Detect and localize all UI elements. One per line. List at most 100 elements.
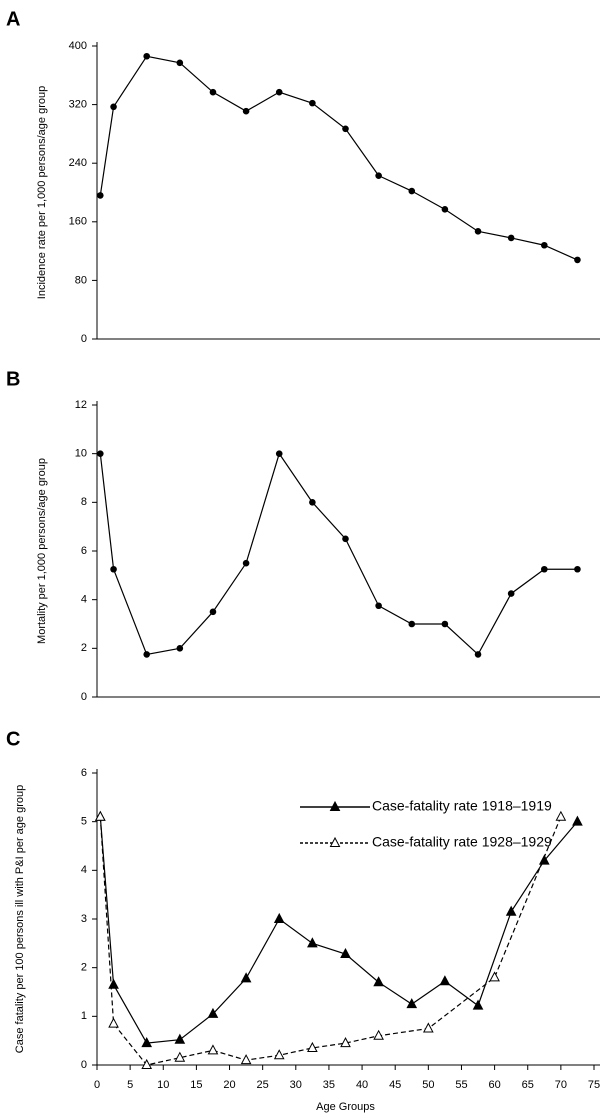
point	[174, 1033, 186, 1044]
legend-label: Case-fatality rate 1918–1919	[372, 798, 552, 814]
y-axis-label: Case fatality per 100 persons ill with P…	[14, 785, 26, 1053]
y-tick-label: 5	[81, 816, 87, 828]
point	[207, 1044, 219, 1055]
legend-marker	[329, 800, 341, 811]
point	[441, 620, 449, 628]
point	[541, 565, 548, 573]
point	[572, 815, 583, 826]
x-axis-label: Age Groups	[316, 1101, 375, 1113]
point	[273, 1049, 285, 1060]
x-tick-label: 40	[356, 1079, 368, 1091]
point	[555, 810, 567, 821]
x-tick-label: 60	[488, 1079, 500, 1091]
x-tick-label: 45	[389, 1079, 401, 1091]
point	[375, 172, 382, 179]
point	[207, 1007, 219, 1018]
x-tick-label: 55	[455, 1079, 467, 1091]
point	[541, 241, 548, 249]
point	[340, 947, 351, 959]
point	[242, 107, 250, 115]
series-line	[99, 452, 578, 656]
panel-label: C	[6, 728, 20, 750]
point	[143, 651, 150, 658]
point	[574, 565, 581, 573]
point	[174, 1051, 186, 1062]
panel-label: B	[6, 368, 20, 390]
y-tick-label: 0	[81, 691, 87, 703]
series-line	[99, 816, 562, 1066]
point	[94, 810, 106, 821]
point	[474, 228, 482, 235]
x-tick-label: 5	[127, 1079, 133, 1091]
y-tick-label: 240	[69, 157, 87, 169]
point	[275, 450, 283, 457]
point	[176, 645, 184, 652]
point	[143, 52, 150, 60]
x-tick-label: 15	[190, 1079, 202, 1091]
point	[242, 559, 250, 567]
point	[441, 206, 449, 213]
panel-label: A	[6, 8, 20, 30]
point	[340, 1037, 351, 1048]
x-tick-label: 0	[94, 1079, 100, 1091]
point	[141, 1058, 153, 1069]
series-line	[99, 55, 578, 261]
point	[110, 565, 117, 573]
y-tick-label: 0	[81, 1059, 87, 1071]
point	[309, 99, 316, 107]
point	[439, 975, 451, 986]
y-axis-label: Mortality per 1,000 persons/age group	[36, 458, 48, 644]
point	[97, 192, 104, 199]
y-tick-label: 8	[81, 496, 87, 508]
x-tick-label: 70	[555, 1079, 567, 1091]
point	[273, 912, 285, 923]
point	[209, 608, 217, 616]
point	[307, 937, 318, 948]
point	[275, 88, 283, 96]
point	[309, 499, 316, 506]
point	[342, 535, 349, 543]
point	[240, 1054, 252, 1065]
point	[375, 602, 382, 610]
y-tick-label: 320	[69, 99, 87, 111]
point	[406, 998, 418, 1009]
x-tick-label: 50	[422, 1079, 434, 1091]
x-tick-label: 20	[223, 1079, 235, 1091]
y-tick-label: 6	[81, 545, 87, 557]
point	[141, 1037, 153, 1048]
point	[97, 450, 104, 457]
legend-marker	[329, 836, 341, 847]
y-tick-label: 4	[81, 864, 87, 876]
series-line	[99, 816, 578, 1044]
point	[489, 971, 500, 982]
x-tick-label: 35	[323, 1079, 335, 1091]
point	[507, 590, 515, 597]
y-tick-label: 160	[69, 216, 87, 228]
x-tick-label: 10	[157, 1079, 169, 1091]
x-tick-label: 30	[290, 1079, 302, 1091]
legend-label: Case-fatality rate 1928–1929	[372, 834, 552, 850]
y-tick-label: 4	[81, 594, 87, 606]
y-tick-label: 6	[81, 767, 87, 779]
point	[342, 125, 349, 133]
point	[574, 256, 581, 264]
point	[472, 999, 484, 1010]
point	[373, 976, 384, 987]
y-tick-label: 80	[75, 274, 87, 286]
point	[307, 1041, 318, 1052]
point	[507, 234, 515, 242]
y-tick-label: 0	[81, 333, 87, 345]
point	[176, 59, 184, 67]
y-tick-label: 12	[75, 399, 87, 411]
y-tick-label: 1	[81, 1010, 87, 1022]
point	[408, 620, 416, 628]
x-tick-label: 65	[522, 1079, 534, 1091]
point	[423, 1022, 434, 1033]
x-tick-label: 75	[588, 1079, 600, 1091]
point	[240, 972, 252, 983]
y-tick-label: 3	[81, 913, 87, 925]
point	[408, 187, 416, 195]
y-tick-label: 400	[69, 40, 87, 52]
point	[108, 1017, 119, 1028]
